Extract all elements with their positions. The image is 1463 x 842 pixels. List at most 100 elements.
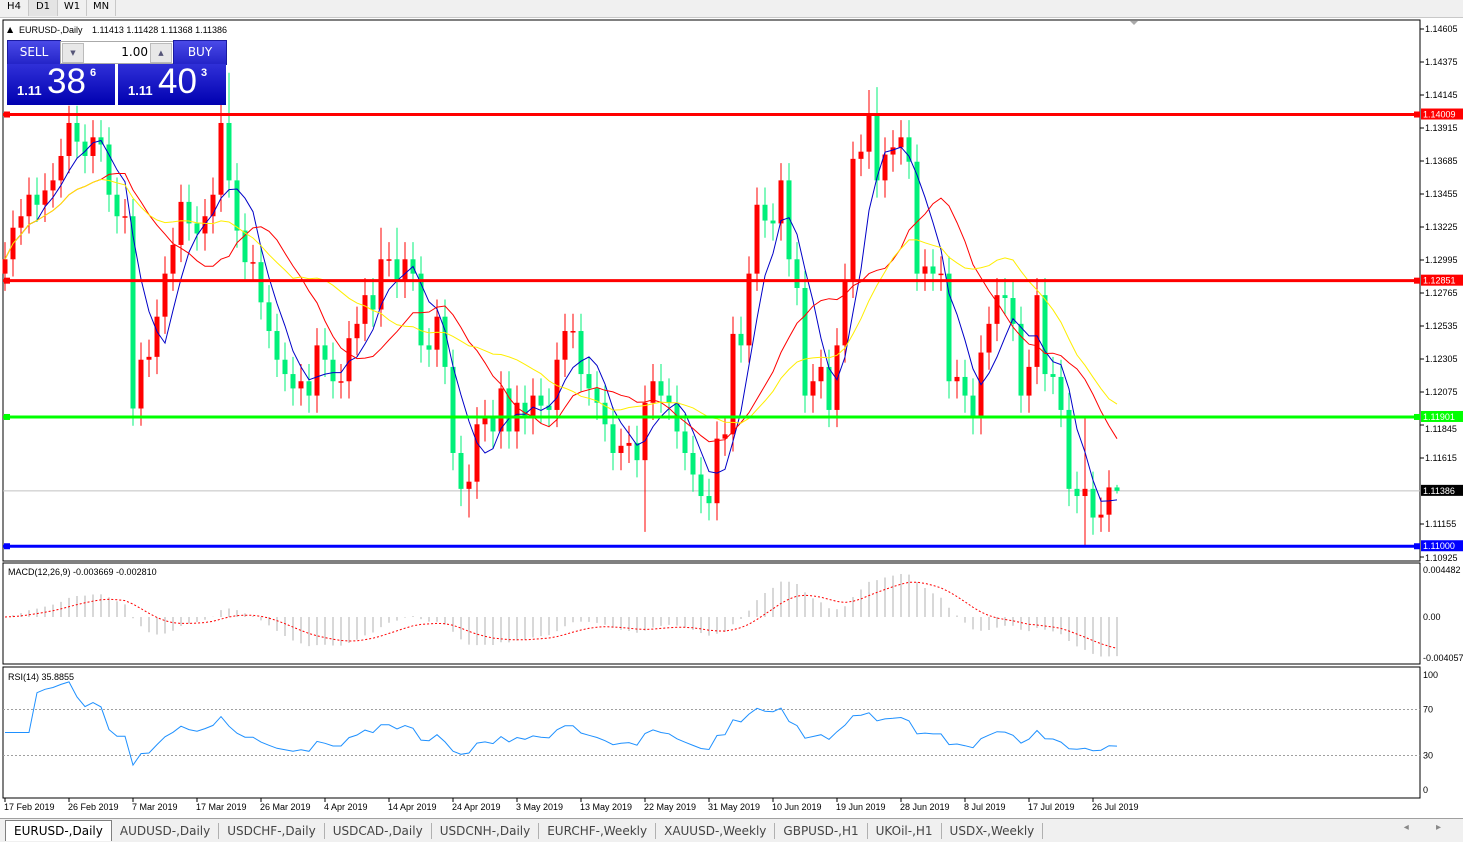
date-label: 13 May 2019 [580,802,632,812]
candle-body [1042,295,1048,375]
candle-body [682,431,688,453]
rsi-window [2,666,1421,799]
tab-scroll-arrows-icon[interactable]: ◂ ▸ [1403,822,1453,833]
tab-eurusd-daily[interactable]: EURUSD-,Daily [5,820,112,841]
candle-body [418,273,424,346]
lot-decrease-icon[interactable]: ▼ [62,43,84,63]
level-handle-right [1414,111,1420,118]
date-label: 3 May 2019 [516,802,563,812]
candle-body [74,122,80,142]
candle-body [954,376,960,382]
macd-title: MACD(12,26,9) -0.003669 -0.002810 [8,567,157,577]
price-tick-label: 1.14145 [1425,90,1458,100]
candle-body [154,316,160,357]
price-tick-label: 1.11845 [1425,424,1457,434]
candle-body [842,280,848,346]
candle-body [570,331,576,333]
candle-body [714,438,720,504]
candle-body [594,388,600,403]
candle-body [866,115,872,152]
timeframe-h4[interactable]: H4 [0,0,29,16]
tab-usdcad-daily[interactable]: USDCAD-,Daily [325,822,432,839]
date-label: 26 Feb 2019 [68,802,119,812]
candle-body [50,180,56,191]
sell-price-button[interactable]: 1.11 38 6 [7,64,115,105]
candle-body [562,331,568,360]
candle-body [2,259,8,274]
candle-body [274,331,280,360]
buy-button[interactable]: BUY [173,40,227,65]
tab-gbpusd-h1[interactable]: GBPUSD-,H1 [775,822,868,839]
level-handle-left [4,413,10,420]
candle-body [434,316,440,350]
candle-body [106,144,112,195]
tab-usdx-weekly[interactable]: USDX-,Weekly [942,822,1044,839]
tab-usdchf-daily[interactable]: USDCHF-,Daily [219,822,325,839]
price-tick-label: 1.11615 [1425,453,1457,463]
tab-audusd-daily[interactable]: AUDUSD-,Daily [112,822,220,839]
candle-body [1114,487,1120,491]
level-handle-right [1414,543,1420,550]
timeframe-toolbar: H4 D1 W1 MN [0,0,1463,18]
chart-shift-marker-icon [1130,21,1138,25]
sell-button[interactable]: SELL [7,40,61,65]
date-label: 14 Apr 2019 [388,802,437,812]
tab-xauusd-weekly[interactable]: XAUUSD-,Weekly [656,822,776,839]
tab-usdcnh-daily[interactable]: USDCNH-,Daily [432,822,540,839]
macd-tick-label: 0.004482 [1423,565,1461,575]
level-price-tag [1421,540,1463,552]
candle-body [530,395,536,418]
macd-signal-line [4,581,1118,649]
candle-body [474,424,480,482]
candle-body [1090,488,1096,518]
tab-ukoil-h1[interactable]: UKOil-,H1 [868,822,942,839]
candle-body [26,194,32,217]
date-label: 22 May 2019 [644,802,696,812]
price-tick-label: 1.10925 [1425,553,1458,563]
price-tick-label: 1.12305 [1425,354,1458,364]
date-label: 26 Mar 2019 [260,802,311,812]
candle-body [722,434,728,439]
timeframe-mn[interactable]: MN [87,0,116,16]
buy-price-button[interactable]: 1.11 40 3 [118,64,226,105]
candle-body [658,381,664,396]
candle-body [426,345,432,350]
candle-body [546,405,552,410]
candle-body [914,161,920,274]
candle-body [578,331,584,375]
rsi-line [5,681,1118,767]
candle-body [226,122,232,181]
candle-body [1058,376,1064,410]
candle-body [1002,295,1008,299]
candle-body [442,316,448,367]
date-label: 26 Jul 2019 [1092,802,1139,812]
candle-body [338,381,344,383]
sell-price-fraction: 6 [90,67,97,79]
candle-body [346,338,352,382]
candle-body [970,395,976,418]
date-label: 28 Jun 2019 [900,802,950,812]
candle-body [522,402,528,418]
lot-increase-icon[interactable]: ▲ [150,43,172,63]
candle-body [946,273,952,382]
sell-price-pips: 38 [47,64,86,101]
candle-body [194,223,200,234]
level-price-label: 1.11901 [1423,412,1455,422]
current-price-label: 1.11386 [1423,486,1455,496]
level-price-label: 1.14009 [1423,110,1456,120]
candle-body [146,356,152,360]
date-label: 19 Jun 2019 [836,802,886,812]
lot-size-input[interactable] [84,43,148,60]
candle-body [930,266,936,274]
tab-eurchf-weekly[interactable]: EURCHF-,Weekly [539,822,657,839]
candle-body [314,345,320,396]
buy-price-pips: 40 [158,64,197,101]
candle-body [690,452,696,475]
candle-body [210,194,216,217]
timeframe-w1[interactable]: W1 [58,0,87,16]
moving-average-line [4,139,1118,502]
candle-body [882,154,888,181]
timeframe-d1[interactable]: D1 [29,0,58,16]
candle-body [138,359,144,409]
